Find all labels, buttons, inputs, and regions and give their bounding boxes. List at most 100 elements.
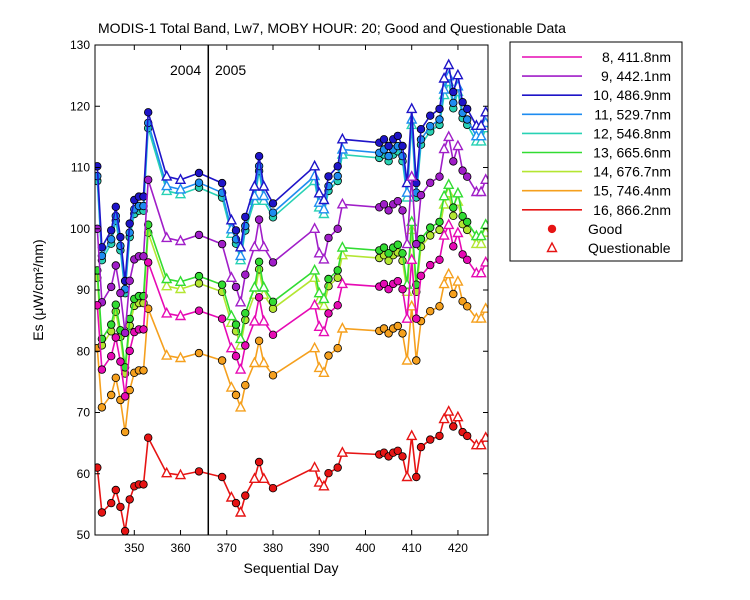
- data-point-good: [120, 526, 130, 535]
- y-tick-label: 80: [77, 344, 91, 358]
- data-point-good: [384, 206, 393, 215]
- data-point-good: [398, 285, 407, 294]
- data-point-good: [143, 258, 153, 267]
- data-point-good: [231, 282, 241, 292]
- data-point-questionable: [225, 381, 238, 392]
- data-point-good: [231, 498, 241, 508]
- x-axis: 350 360 370 380 390 400 410 420: [124, 45, 468, 555]
- data-point-questionable: [258, 472, 270, 483]
- data-point-questionable: [475, 438, 487, 450]
- data-point-good: [254, 457, 264, 467]
- data-point-good: [254, 151, 264, 161]
- data-point-questionable: [452, 410, 464, 422]
- data-point-good: [398, 151, 407, 161]
- data-point-questionable: [452, 226, 464, 238]
- data-point-good: [231, 320, 241, 329]
- data-point-questionable: [318, 325, 330, 337]
- data-point-questionable: [308, 298, 321, 310]
- data-point-good: [426, 307, 435, 316]
- data-point-questionable: [248, 180, 261, 191]
- data-point-good: [398, 249, 407, 258]
- data-point-good: [194, 348, 204, 358]
- data-point-questionable: [161, 466, 173, 478]
- data-point-good: [194, 271, 204, 281]
- legend-label: 13, 665.6nm: [593, 145, 671, 161]
- data-point-questionable: [313, 361, 325, 373]
- data-point-good: [241, 381, 250, 390]
- y-axis-title: Es (μW/cm²/nm): [30, 239, 46, 340]
- x-axis-title: Sequential Day: [244, 560, 339, 576]
- data-point-good: [120, 328, 130, 338]
- data-point-good: [254, 293, 264, 302]
- data-point-questionable: [406, 253, 418, 264]
- data-point-questionable: [174, 282, 187, 294]
- x-tick-label: 410: [402, 541, 422, 555]
- data-point-questionable: [225, 491, 238, 502]
- data-point-questionable: [234, 240, 247, 252]
- data-point-good: [379, 279, 389, 289]
- data-point-good: [412, 314, 421, 323]
- y-tick-label: 60: [77, 467, 91, 481]
- data-point-questionable: [308, 341, 321, 353]
- data-point-good: [435, 104, 444, 114]
- data-point-questionable: [318, 366, 330, 377]
- data-point-good: [111, 300, 120, 309]
- data-point-questionable: [443, 58, 455, 70]
- data-point-good: [217, 239, 227, 249]
- data-point-good: [435, 302, 444, 311]
- data-point-questionable: [234, 400, 247, 412]
- data-point-good: [458, 211, 467, 221]
- data-point-good: [194, 467, 204, 476]
- data-point-questionable: [174, 234, 187, 246]
- data-point-questionable: [161, 231, 173, 243]
- data-point-good: [435, 217, 444, 227]
- data-point-good: [463, 217, 472, 227]
- data-point-questionable: [438, 412, 450, 424]
- data-point-good: [324, 469, 333, 478]
- y-tick-label: 120: [70, 99, 90, 113]
- data-point-good: [268, 371, 278, 380]
- legend-label-questionable: Questionable: [588, 240, 671, 256]
- data-point-good: [324, 309, 333, 318]
- series-layer: [95, 58, 488, 535]
- data-point-good: [379, 135, 389, 144]
- data-point-good: [449, 157, 458, 166]
- data-point-good: [384, 285, 393, 294]
- data-point-good: [268, 330, 278, 339]
- legend-good-marker: [547, 224, 557, 234]
- x-tick-label: 360: [171, 541, 191, 555]
- data-point-questionable: [336, 132, 349, 144]
- data-point-questionable: [438, 72, 450, 83]
- data-point-questionable: [401, 237, 413, 249]
- data-point-questionable: [248, 240, 261, 252]
- data-point-questionable: [313, 186, 325, 198]
- y-tick-label: 110: [71, 161, 90, 175]
- data-point-questionable: [161, 272, 173, 284]
- data-point-good: [463, 302, 472, 311]
- data-point-good: [458, 97, 467, 107]
- data-point-good: [333, 162, 342, 171]
- data-point-good: [333, 344, 342, 353]
- legend-questionable-marker: [546, 241, 558, 253]
- data-point-good: [106, 390, 116, 400]
- legend-label: 10, 486.9nm: [593, 87, 671, 103]
- data-point-good: [194, 279, 204, 288]
- data-point-good: [333, 273, 342, 282]
- data-point-good: [111, 202, 120, 211]
- data-point-good: [435, 431, 444, 441]
- data-point-questionable: [475, 266, 487, 278]
- data-point-good: [106, 226, 116, 235]
- data-point-good: [268, 304, 278, 313]
- legend-label: 12, 546.8nm: [593, 125, 671, 141]
- data-point-good: [231, 390, 241, 400]
- data-point-good: [143, 175, 153, 184]
- data-point-questionable: [258, 189, 270, 201]
- data-point-good: [384, 151, 393, 161]
- series-10: [95, 58, 488, 286]
- data-point-good: [384, 141, 393, 151]
- data-point-good: [449, 203, 458, 212]
- data-point-good: [268, 484, 278, 493]
- data-point-questionable: [401, 354, 413, 365]
- data-point-questionable: [475, 237, 487, 249]
- data-point-good: [95, 162, 102, 171]
